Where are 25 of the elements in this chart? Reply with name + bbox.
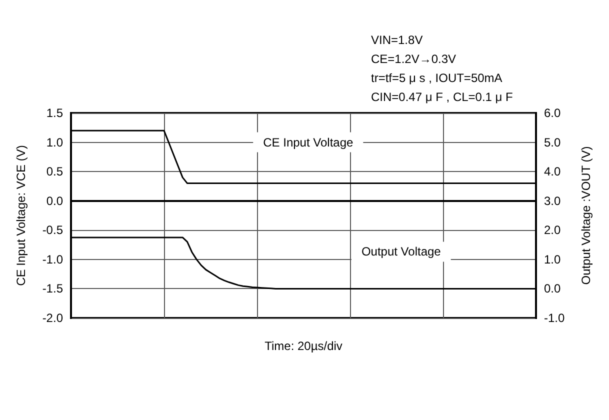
y2-tick-label: 4.0 bbox=[544, 164, 562, 179]
text: CE Input Voltage bbox=[263, 135, 354, 150]
y-tick-label: -1.0 bbox=[42, 252, 64, 266]
y-axis-title: CE Input Voltage: VCE (V) bbox=[14, 145, 28, 286]
x-axis-title: Time: 20µs/div bbox=[264, 339, 342, 353]
y2-axis-title: Output Voltage :VOUT (V) bbox=[579, 146, 593, 285]
y-tick-label: -2.0 bbox=[42, 311, 64, 325]
y2-tick-label: -1.0 bbox=[544, 311, 566, 325]
y2-tick-label: 1.0 bbox=[544, 252, 562, 266]
y2-tick-label: 2.0 bbox=[544, 223, 562, 238]
y2-tick-label: 0.0 bbox=[544, 282, 562, 296]
y-tick-label: -1.5 bbox=[42, 282, 64, 296]
text: CE=1.2V→0.3V bbox=[371, 52, 456, 66]
y-tick-label: 1.5 bbox=[46, 106, 64, 120]
y-tick-label: 0.5 bbox=[46, 164, 64, 179]
text: CIN=0.47 μ F , CL=0.1 μ F bbox=[371, 90, 513, 104]
text: VIN=1.8V bbox=[371, 33, 423, 47]
text: Output Voltage bbox=[361, 244, 442, 259]
y2-tick-label: 6.0 bbox=[544, 106, 562, 120]
y-tick-label: 0.0 bbox=[46, 194, 64, 208]
text: tr=tf=5 μ s , IOUT=50mA bbox=[371, 71, 502, 85]
y-tick-label: -0.5 bbox=[42, 223, 64, 238]
y-tick-label: 1.0 bbox=[46, 135, 64, 150]
y2-tick-label: 5.0 bbox=[544, 135, 562, 150]
y2-tick-label: 3.0 bbox=[544, 194, 562, 208]
